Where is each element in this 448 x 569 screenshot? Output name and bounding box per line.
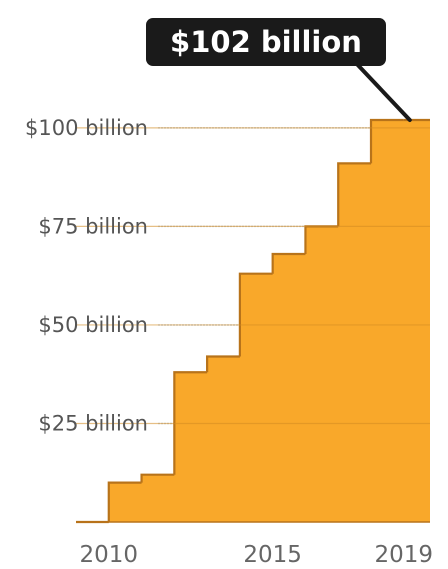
x-tick-label-2: 2019 (375, 542, 434, 568)
step-area (76, 120, 430, 522)
y-axis-tick-labels: $25 billion $50 billion $75 billion $100 bi… (25, 116, 148, 436)
callout-pointer (353, 60, 412, 122)
x-axis-tick-labels: 2010 2015 2019 (80, 542, 434, 568)
step-2012 (173, 371, 208, 475)
x-tick-label-0: 2010 (80, 542, 139, 568)
callout-box (146, 18, 386, 66)
y-tick-label-3: $100 billion (25, 116, 148, 140)
step-2013 (206, 355, 240, 373)
step-2010 (107, 481, 142, 522)
step-2015 (271, 252, 306, 274)
gridlines-over-area (76, 127, 430, 425)
y-tick-label-0: $25 billion (38, 411, 148, 435)
value-callout: $102 billion (146, 18, 412, 122)
x-tick-label-1: 2015 (243, 542, 302, 568)
y-tick-label-1: $50 billion (38, 313, 148, 337)
step-2011 (140, 473, 175, 483)
step-2014 (238, 272, 273, 357)
callout-label: $102 billion (170, 25, 362, 59)
step-2017 (337, 162, 371, 227)
y-tick-label-2: $75 billion (38, 214, 148, 238)
step-2018 (369, 118, 404, 164)
